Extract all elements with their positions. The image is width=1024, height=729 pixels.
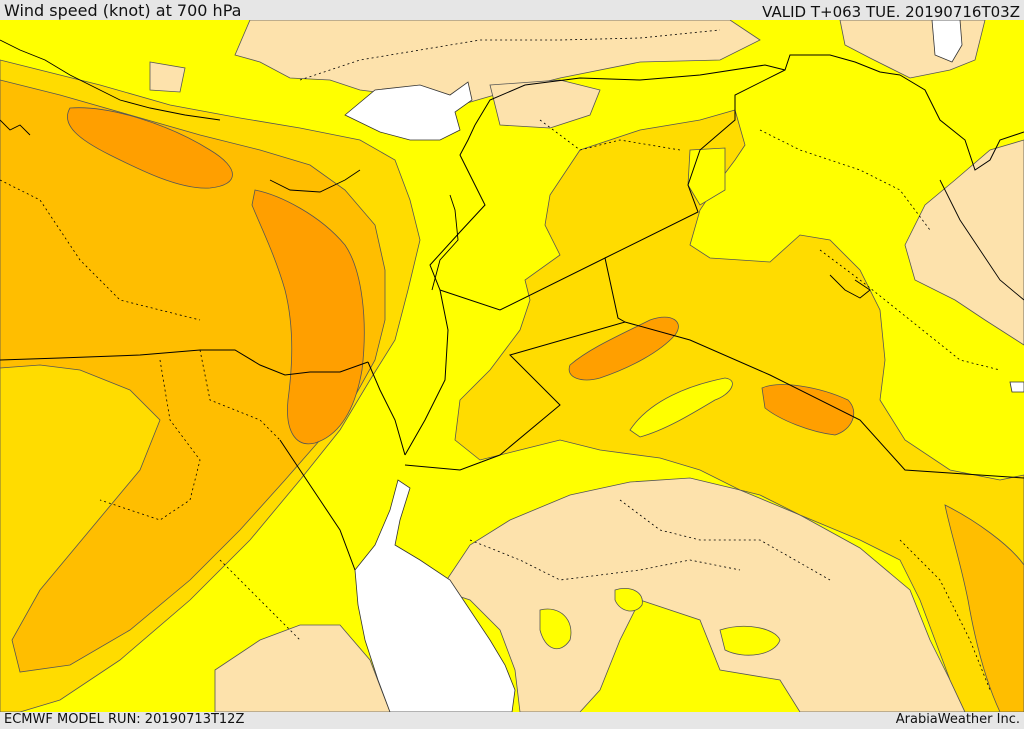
map-footer: ECMWF MODEL RUN: 20190713T12Z ArabiaWeat… bbox=[0, 712, 1024, 729]
credit: ArabiaWeather Inc. bbox=[895, 712, 1020, 727]
water-bodies bbox=[344, 20, 1024, 712]
wind-band-calm bbox=[149, 20, 1024, 712]
map-header: Wind speed (knot) at 700 hPa VALID T+063… bbox=[0, 0, 1024, 21]
wind-band-strong bbox=[67, 107, 855, 445]
model-run: ECMWF MODEL RUN: 20190713T12Z bbox=[4, 712, 245, 727]
country-borders bbox=[0, 54, 1024, 571]
sea-of-marmara bbox=[344, 81, 473, 141]
admin-borders bbox=[0, 29, 1001, 691]
coastlines bbox=[0, 39, 1024, 301]
wind-speed-map bbox=[0, 20, 1024, 712]
valid-time: VALID T+063 TUE. 20190716T03Z bbox=[762, 3, 1020, 21]
map-title: Wind speed (knot) at 700 hPa bbox=[4, 1, 242, 20]
red-sea bbox=[354, 479, 516, 712]
caspian-edge bbox=[931, 20, 963, 63]
